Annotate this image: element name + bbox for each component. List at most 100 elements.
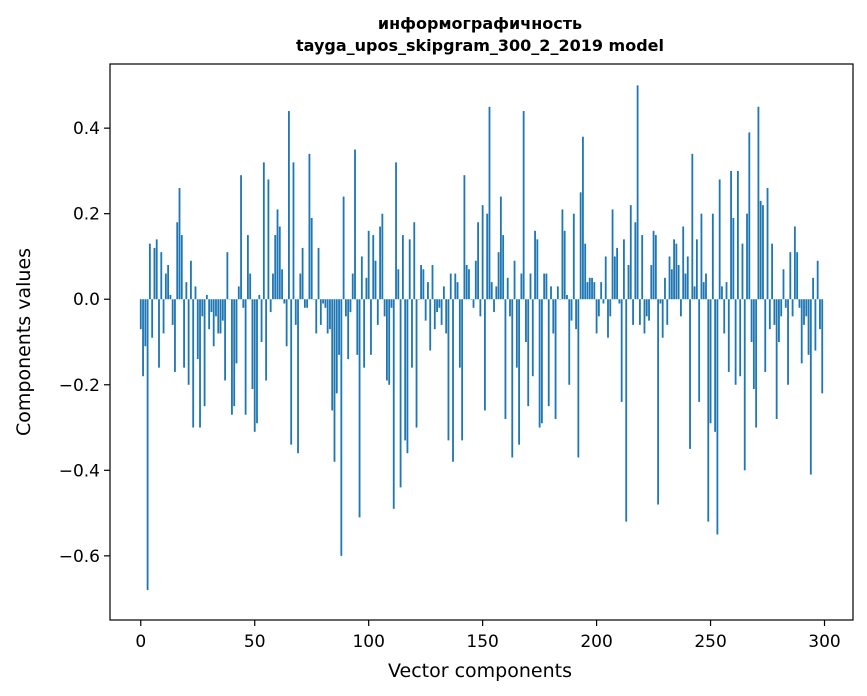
- bar-component-254: [718, 179, 721, 300]
- bar-component-183: [556, 286, 559, 300]
- bar-component-142: [463, 175, 466, 300]
- bar-component-112: [395, 162, 397, 300]
- bar-component-88: [340, 299, 343, 556]
- bar-component-157: [497, 252, 500, 300]
- bar-component-283: [784, 299, 787, 308]
- bar-component-94: [354, 149, 356, 300]
- bar-component-90: [344, 299, 347, 317]
- bar-component-232: [668, 256, 671, 300]
- bar-component-24: [194, 286, 197, 300]
- bar-component-20: [185, 282, 188, 300]
- bar-component-129: [433, 299, 436, 330]
- bar-component-23: [192, 299, 195, 428]
- bar-component-131: [438, 299, 441, 308]
- bar-component-53: [260, 299, 263, 342]
- bar-component-219: [638, 299, 641, 325]
- bar-component-202: [600, 282, 603, 300]
- bar-component-124: [422, 269, 425, 300]
- y-tick-label: −0.2: [59, 376, 100, 396]
- bar-component-56: [267, 179, 270, 300]
- bar-component-194: [582, 136, 584, 300]
- bar-component-3: [146, 299, 149, 591]
- bar-component-29: [205, 294, 208, 300]
- bar-component-69: [297, 299, 299, 454]
- bar-component-225: [652, 230, 655, 300]
- bar-component-121: [415, 299, 418, 428]
- bar-component-186: [563, 230, 566, 300]
- bar-component-89: [342, 196, 345, 300]
- bar-component-57: [269, 299, 272, 313]
- bar-component-172: [531, 299, 534, 377]
- bar-component-213: [625, 299, 628, 522]
- bar-component-192: [577, 299, 580, 458]
- bar-component-285: [789, 252, 792, 300]
- bar-component-79: [319, 299, 322, 325]
- bar-component-237: [680, 299, 682, 317]
- bar-component-10: [162, 299, 165, 334]
- bar-component-222: [645, 299, 648, 317]
- bar-component-288: [796, 252, 799, 300]
- bar-component-257: [725, 282, 728, 300]
- bar-component-263: [739, 299, 742, 377]
- bar-component-224: [650, 265, 653, 300]
- bar-component-42: [235, 299, 238, 364]
- bar-component-105: [379, 226, 381, 300]
- bar-component-85: [333, 299, 336, 462]
- bar-component-19: [183, 299, 185, 368]
- bar-component-60: [276, 209, 279, 300]
- bar-component-211: [620, 299, 623, 402]
- bar-component-46: [244, 299, 247, 415]
- bar-component-226: [654, 235, 657, 300]
- x-tick-label: 300: [808, 632, 840, 652]
- bar-component-137: [452, 299, 454, 462]
- bar-component-126: [427, 282, 429, 300]
- bar-component-27: [201, 299, 204, 317]
- bar-component-139: [456, 282, 459, 300]
- bar-component-61: [278, 226, 281, 300]
- bar-component-59: [274, 235, 277, 300]
- bar-component-165: [515, 299, 518, 368]
- bar-component-162: [509, 299, 511, 317]
- bar-component-196: [586, 282, 589, 300]
- bar-component-290: [800, 299, 803, 364]
- bar-component-68: [294, 299, 297, 325]
- bar-component-178: [545, 273, 548, 300]
- bar-component-156: [495, 286, 498, 300]
- bar-component-216: [632, 299, 634, 325]
- bar-component-167: [520, 273, 523, 300]
- bar-component-163: [511, 299, 514, 458]
- bar-component-295: [812, 277, 815, 300]
- bar-component-82: [326, 299, 329, 334]
- bar-component-96: [358, 299, 361, 518]
- bar-component-262: [736, 170, 739, 300]
- bar-component-231: [666, 299, 669, 325]
- bar-component-240: [686, 256, 689, 300]
- bar-component-249: [707, 299, 710, 522]
- bar-component-293: [807, 299, 810, 355]
- bar-component-180: [550, 286, 552, 300]
- bar-component-155: [493, 299, 495, 313]
- bar-component-127: [429, 299, 432, 351]
- bar-component-9: [160, 252, 163, 300]
- bar-component-101: [370, 299, 372, 355]
- bar-component-188: [568, 299, 571, 385]
- bar-component-276: [768, 299, 771, 330]
- y-tick-label: −0.4: [59, 461, 100, 481]
- bar-component-141: [461, 299, 464, 441]
- bar-component-97: [360, 256, 363, 300]
- bar-component-291: [803, 299, 805, 325]
- bar-component-238: [682, 226, 685, 300]
- bar-component-45: [242, 299, 245, 308]
- bar-component-104: [376, 299, 379, 325]
- bar-component-227: [657, 299, 660, 505]
- bar-component-298: [819, 299, 821, 330]
- bar-component-48: [249, 273, 252, 300]
- bar-component-278: [773, 299, 776, 325]
- bar-component-190: [572, 213, 575, 300]
- bar-component-0: [139, 299, 142, 330]
- bar-component-246: [700, 213, 703, 300]
- x-axis-ticks: 0 50 100 150 200 250 300: [135, 620, 841, 652]
- bar-component-245: [698, 299, 701, 402]
- x-tick-label: 100: [352, 632, 384, 652]
- bar-component-148: [477, 222, 479, 300]
